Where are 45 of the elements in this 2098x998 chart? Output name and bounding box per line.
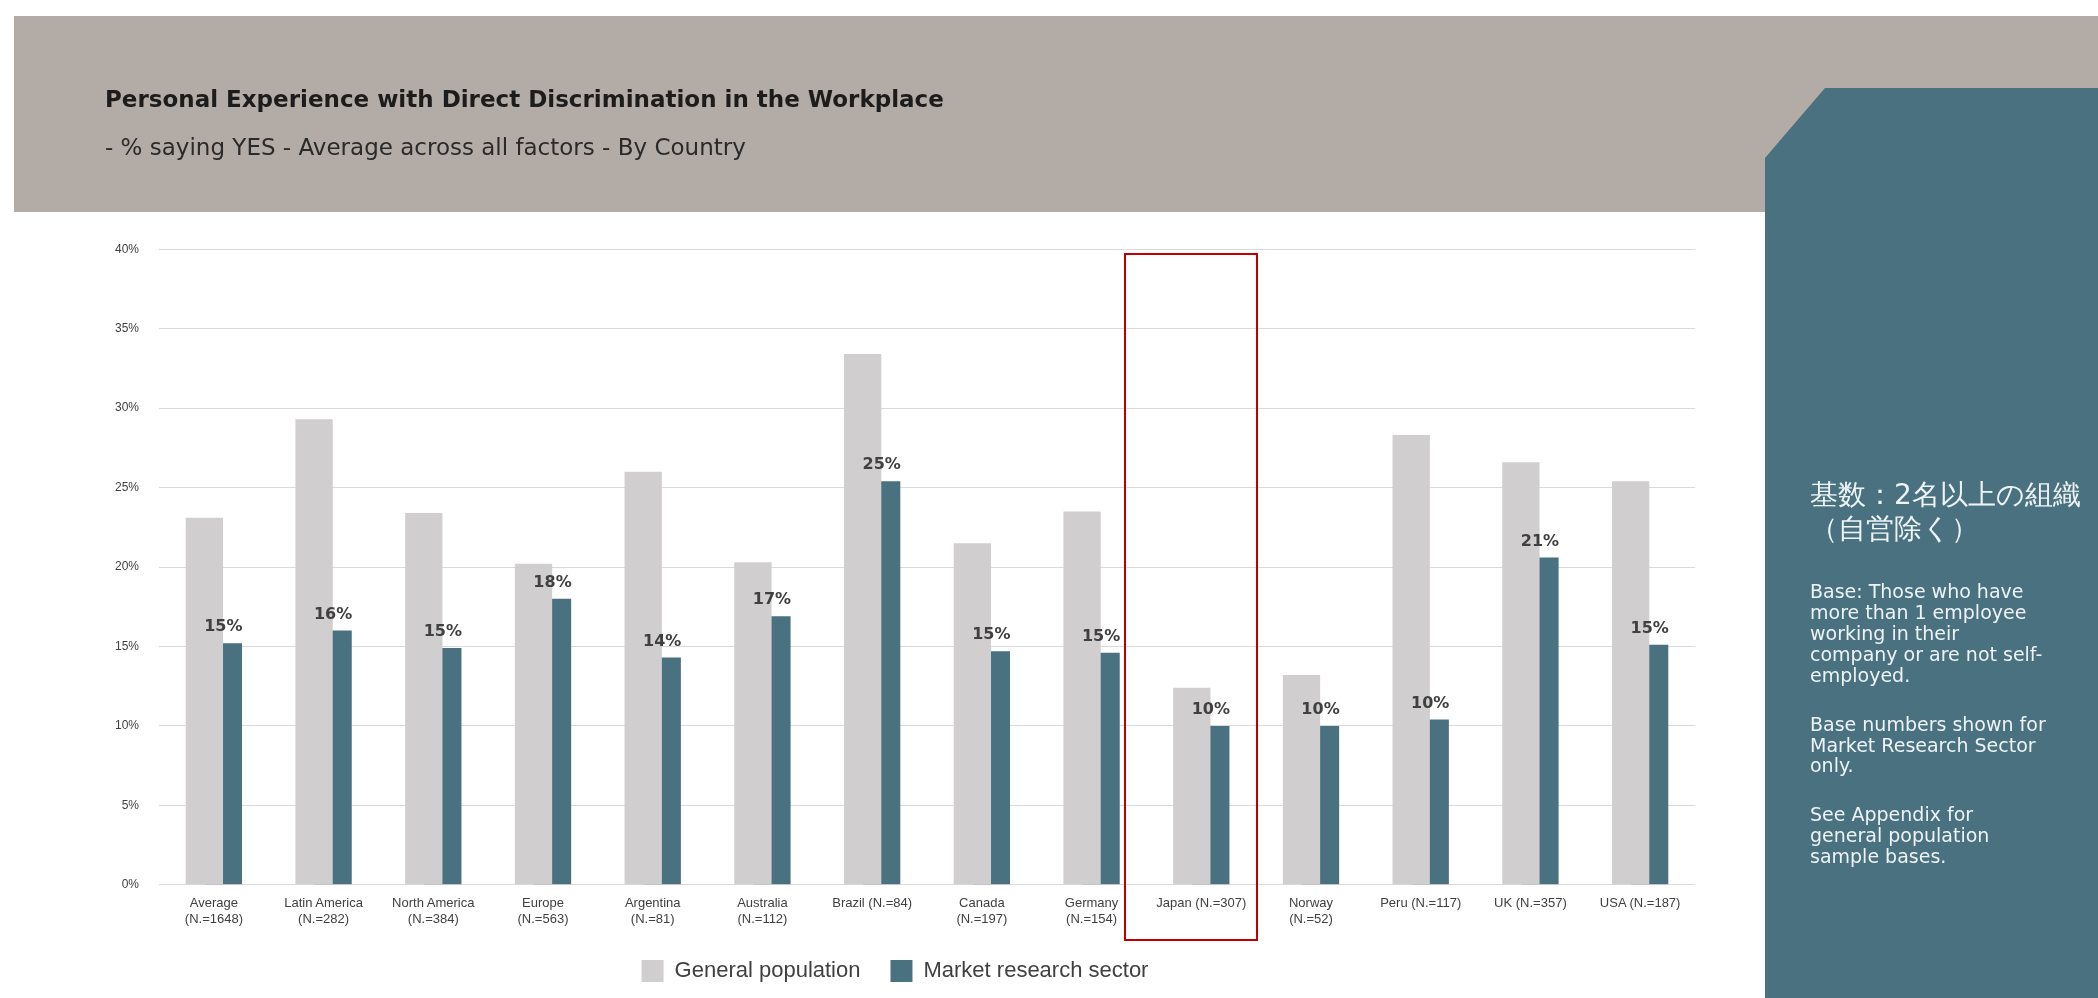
x-tick-label: Germany (N.=154) [1064, 895, 1119, 926]
y-tick-label: 35% [114, 320, 140, 335]
y-tick-label: 5% [121, 797, 140, 812]
x-tick-label: Argentina (N.=81) [624, 895, 682, 926]
y-tick-label: 25% [114, 479, 140, 494]
x-tick-label: Latin America (N.=282) [284, 895, 364, 926]
data-label: 15% [204, 616, 243, 636]
data-label: 17% [752, 589, 792, 609]
legend-label: Market research sector [923, 957, 1149, 983]
y-tick-label: 20% [114, 559, 140, 574]
data-label: 14% [643, 630, 682, 650]
x-tick-label: Norway (N.=52) [1288, 895, 1334, 926]
y-tick-label: 30% [114, 400, 140, 415]
chart-title: Personal Experience with Direct Discrimination in the Workplace [105, 86, 944, 112]
data-label: 15% [423, 621, 462, 641]
chart-subtitle: - % saying YES - Average across all factors - By Country [105, 134, 746, 160]
data-label: 25% [862, 454, 901, 474]
data-label: 16% [313, 603, 353, 623]
x-tick-label: North America (N.=384) [392, 895, 476, 926]
data-label: 10% [1411, 692, 1450, 712]
data-label: 15% [972, 624, 1011, 644]
data-label: 10% [1301, 699, 1340, 719]
x-tick-label: Japan (N.=307) [1156, 895, 1247, 911]
y-tick-label: 10% [114, 718, 140, 733]
x-tick-label: Brazil (N.=84) [832, 895, 913, 911]
data-label: 21% [1520, 530, 1560, 550]
x-tick-label: Peru (N.=117) [1380, 895, 1462, 911]
text: 基数：2名以上の組織（自営除く） [1810, 478, 2082, 546]
x-tick-label: UK (N.=357) [1494, 895, 1567, 911]
text: Base numbers shown for Market Research Sector only. [1810, 712, 2047, 777]
data-label: 10% [1191, 699, 1230, 719]
data-label: 15% [1630, 618, 1669, 638]
text: See Appendix for general population sample bases. [1810, 803, 1991, 868]
x-tick-label: Europe (N.=563) [517, 895, 569, 926]
text: Base: Those who have more than 1 employee working in their company or are not self-employed. [1810, 580, 2044, 686]
x-tick-label: Average (N.=1648) [184, 895, 243, 926]
data-label: 15% [1081, 625, 1121, 645]
data-label: 18% [533, 571, 572, 591]
legend-label: General population [674, 957, 861, 983]
x-tick-label: Canada (N.=197) [956, 895, 1008, 926]
x-tick-label: Australia (N.=112) [737, 895, 789, 926]
y-tick-label: 15% [114, 638, 140, 653]
y-tick-label: 40% [114, 241, 140, 256]
x-tick-label: USA (N.=187) [1599, 895, 1681, 911]
y-tick-label: 0% [121, 877, 140, 892]
